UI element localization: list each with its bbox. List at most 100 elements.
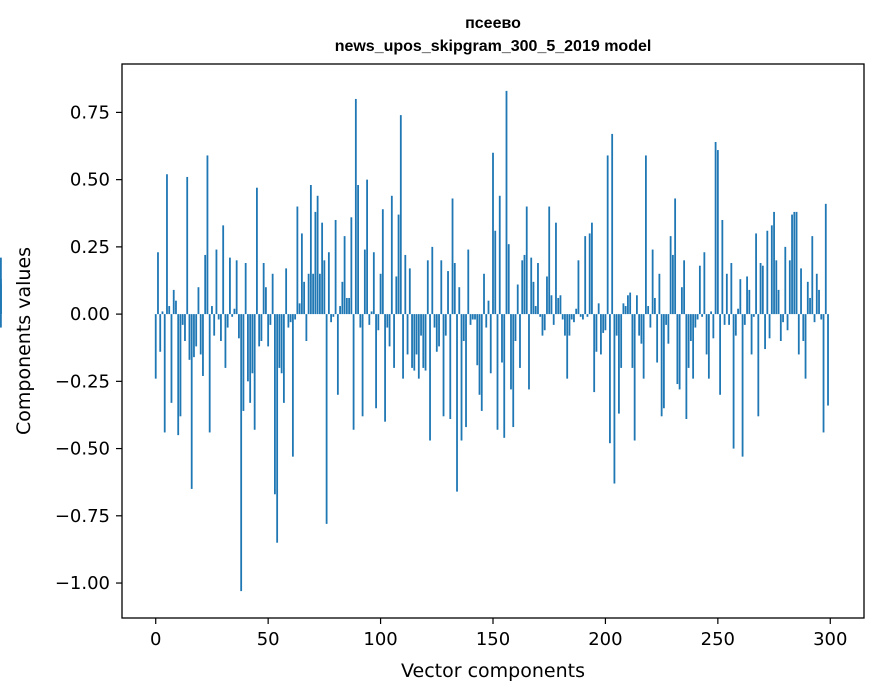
bar — [451, 198, 454, 315]
bar — [458, 287, 461, 315]
bar — [170, 314, 173, 403]
bar — [604, 314, 607, 331]
bar — [496, 314, 499, 430]
bar — [316, 195, 319, 315]
bar — [287, 314, 290, 328]
bar — [557, 297, 560, 315]
bar — [645, 155, 647, 315]
bar — [296, 206, 299, 315]
bar — [534, 306, 537, 315]
bar — [588, 233, 591, 315]
bar — [552, 314, 555, 325]
bar — [408, 268, 411, 315]
bar — [806, 281, 809, 315]
bar — [501, 314, 503, 363]
bar — [746, 276, 748, 315]
bar — [770, 225, 773, 315]
bar — [764, 314, 766, 350]
bar — [195, 314, 198, 347]
bar — [258, 314, 261, 347]
bar — [586, 314, 589, 317]
bar — [485, 314, 488, 328]
y-tick-label: 0.75 — [70, 102, 110, 123]
bar — [591, 222, 593, 315]
bar — [548, 206, 551, 315]
bar — [678, 314, 681, 390]
bar — [363, 249, 366, 315]
x-tick-label: 50 — [257, 629, 280, 650]
bar — [510, 314, 512, 390]
bar — [345, 297, 348, 315]
bar — [595, 314, 598, 352]
bar — [267, 314, 270, 347]
bar — [797, 314, 800, 355]
bar — [444, 314, 447, 336]
bar — [321, 222, 324, 315]
bar — [381, 209, 384, 315]
bar — [276, 314, 279, 543]
bar — [629, 292, 632, 315]
y-tick-label: 0.50 — [70, 170, 110, 191]
bar — [701, 314, 704, 317]
bar — [656, 314, 659, 363]
bar — [244, 263, 247, 315]
bar — [388, 314, 391, 347]
bar — [703, 252, 706, 315]
bar — [721, 219, 724, 315]
bar — [247, 314, 249, 382]
bar — [305, 314, 308, 341]
bar — [231, 314, 234, 317]
bar — [723, 314, 726, 325]
bar — [752, 314, 755, 317]
bar — [579, 314, 582, 317]
bar — [193, 314, 195, 358]
bar — [537, 263, 539, 315]
bar — [411, 314, 413, 368]
bar — [404, 254, 407, 315]
bar — [755, 233, 757, 315]
bar — [636, 295, 638, 315]
bar — [809, 297, 811, 315]
bar — [280, 314, 283, 374]
bar — [779, 314, 782, 341]
bar — [157, 252, 159, 315]
bar — [213, 314, 216, 336]
bar — [161, 311, 164, 315]
bar — [550, 295, 553, 315]
bar — [669, 236, 672, 315]
bar — [631, 314, 634, 368]
bar — [420, 314, 422, 336]
bar — [251, 314, 254, 374]
bar — [159, 314, 162, 352]
bar — [725, 273, 728, 315]
bar — [285, 268, 288, 315]
bar — [190, 314, 193, 489]
bar — [559, 295, 562, 315]
bar — [627, 295, 629, 315]
bar — [172, 289, 175, 315]
bar — [716, 150, 719, 315]
bar — [818, 289, 820, 315]
bar — [523, 254, 526, 315]
bar — [379, 273, 382, 315]
bar — [683, 260, 686, 315]
bar — [282, 314, 285, 403]
bar — [660, 314, 663, 417]
x-tick-label: 200 — [588, 629, 622, 650]
bar — [184, 314, 186, 341]
chart-subtitle: news_upos_skipgram_300_5_2019 model — [335, 38, 652, 55]
chart-title: псеево — [465, 15, 521, 32]
bar — [233, 308, 236, 315]
bar — [334, 219, 337, 315]
bar — [640, 314, 643, 344]
bar — [188, 314, 191, 360]
bar — [433, 314, 436, 328]
bar — [575, 308, 578, 315]
x-tick-label: 150 — [476, 629, 510, 650]
bar — [566, 314, 569, 379]
y-tick-label: −0.25 — [55, 371, 110, 392]
bar — [761, 265, 764, 315]
bar — [417, 314, 420, 379]
bar — [519, 314, 521, 368]
